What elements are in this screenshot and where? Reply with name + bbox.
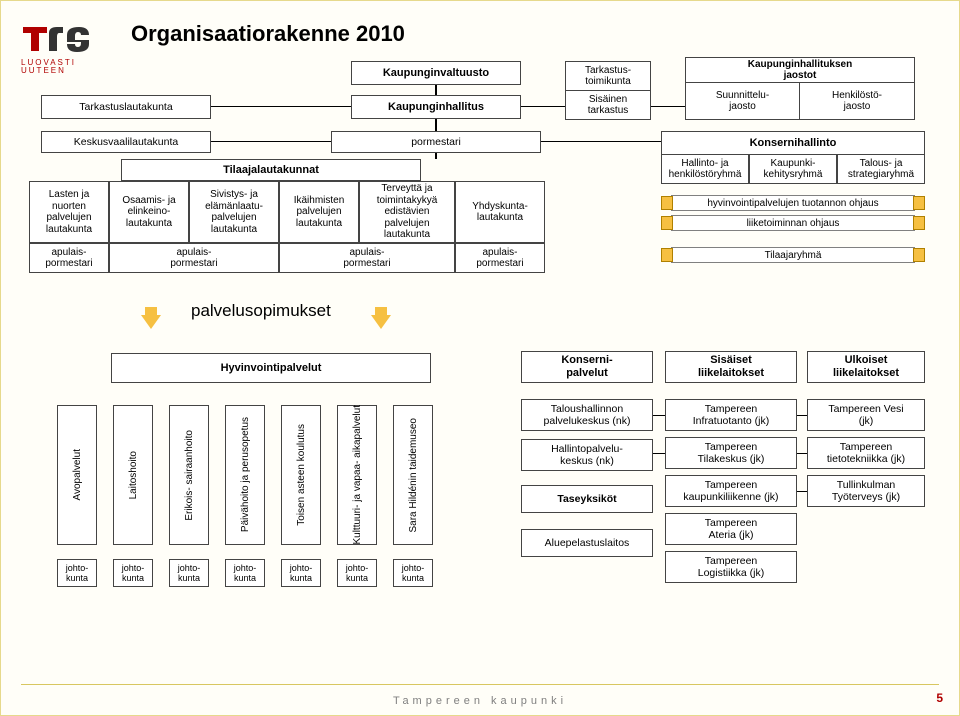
sis-3: Tampereen Ateria (jk) bbox=[665, 513, 797, 545]
tilaaja-col-1: Osaamis- ja elinkeino- lautakunta bbox=[109, 181, 189, 243]
kp-2: Taseyksiköt bbox=[521, 485, 653, 513]
box-tarkastuslautakunta: Tarkastuslautakunta bbox=[41, 95, 211, 119]
band-liike: liiketoiminnan ohjaus bbox=[671, 215, 915, 231]
label-palvelusopimukset: palvelusopimukset bbox=[191, 301, 331, 321]
box-konsernipalv: Konserni- palvelut bbox=[521, 351, 653, 383]
jk-6: johto- kunta bbox=[393, 559, 433, 587]
box-ryhma-2: Talous- ja strategiaryhmä bbox=[837, 154, 925, 184]
box-sisainen: Sisäinen tarkastus bbox=[565, 90, 651, 120]
box-sisaiset: Sisäiset liikelaitokset bbox=[665, 351, 797, 383]
vcol-5: Kulttuuri- ja vapaa- aikapalvelut bbox=[337, 405, 377, 545]
box-ulkoiset: Ulkoiset liikelaitokset bbox=[807, 351, 925, 383]
vcol-1: Laitoshoito bbox=[113, 405, 153, 545]
page-number: 5 bbox=[936, 691, 943, 705]
box-kaupunginvaltuusto: Kaupunginvaltuusto bbox=[351, 61, 521, 85]
box-suunnittelu: Suunnittelu- jaosto bbox=[685, 82, 800, 120]
jk-3: johto- kunta bbox=[225, 559, 265, 587]
tilaaja-col-4: Terveyttä ja toimintakykyä edistävien pa… bbox=[359, 181, 455, 243]
sis-1: Tampereen Tilakeskus (jk) bbox=[665, 437, 797, 469]
sis-0: Tampereen Infratuotanto (jk) bbox=[665, 399, 797, 431]
tilaaja-col-0: Lasten ja nuorten palvelujen lautakunta bbox=[29, 181, 109, 243]
jk-2: johto- kunta bbox=[169, 559, 209, 587]
ap-3: apulais- pormestari bbox=[455, 243, 545, 273]
tilaaja-col-2: Sivistys- ja elämänlaatu- palvelujen lau… bbox=[189, 181, 279, 243]
vcol-3: Päivähoito ja perusopetus bbox=[225, 405, 265, 545]
arrow-down-icon bbox=[371, 315, 391, 329]
logo-sub: LUOVASTI UUTEEN bbox=[21, 59, 111, 75]
jk-0: johto- kunta bbox=[57, 559, 97, 587]
ap-0: apulais- pormestari bbox=[29, 243, 109, 273]
box-ryhma-1: Kaupunki- kehitysryhmä bbox=[749, 154, 837, 184]
ulk-2: Tullinkulman Työterveys (jk) bbox=[807, 475, 925, 507]
footer: Tampereen kaupunki bbox=[1, 695, 959, 707]
box-ryhma-0: Hallinto- ja henkilöstöryhmä bbox=[661, 154, 749, 184]
sis-2: Tampereen kaupunkiliikenne (jk) bbox=[665, 475, 797, 507]
jk-5: johto- kunta bbox=[337, 559, 377, 587]
box-hyvinvointi: Hyvinvointipalvelut bbox=[111, 353, 431, 383]
ulk-1: Tampereen tietotekniikka (jk) bbox=[807, 437, 925, 469]
kp-0: Taloushallinnon palvelukeskus (nk) bbox=[521, 399, 653, 431]
tilaaja-col-5: Yhdyskunta- lautakunta bbox=[455, 181, 545, 243]
box-jaostot: Kaupunginhallituksen jaostot bbox=[685, 57, 915, 83]
vcol-0: Avopalvelut bbox=[57, 405, 97, 545]
page-title: Organisaatiorakenne 2010 bbox=[131, 21, 405, 47]
ap-1: apulais- pormestari bbox=[109, 243, 279, 273]
divider bbox=[21, 684, 939, 685]
sis-4: Tampereen Logistiikka (jk) bbox=[665, 551, 797, 583]
ulk-0: Tampereen Vesi (jk) bbox=[807, 399, 925, 431]
vcol-2: Erikois- sairaanhoito bbox=[169, 405, 209, 545]
slide: LUOVASTI UUTEEN Organisaatiorakenne 2010… bbox=[0, 0, 960, 716]
tilaaja-col-3: Ikäihmisten palvelujen lautakunta bbox=[279, 181, 359, 243]
box-pormestari: pormestari bbox=[331, 131, 541, 153]
jk-4: johto- kunta bbox=[281, 559, 321, 587]
kp-3: Aluepelastuslaitos bbox=[521, 529, 653, 557]
logo-mark-icon bbox=[21, 19, 99, 59]
logo: LUOVASTI UUTEEN bbox=[21, 19, 111, 75]
band-tilaaja: Tilaajaryhmä bbox=[671, 247, 915, 263]
box-konsernihallinto: Konsernihallinto bbox=[661, 131, 925, 155]
arrow-down-icon bbox=[141, 315, 161, 329]
vcol-4: Toisen asteen koulutus bbox=[281, 405, 321, 545]
band-hyvinvointi: hyvinvointipalvelujen tuotannon ohjaus bbox=[671, 195, 915, 211]
box-tilaaja-header: Tilaajalautakunnat bbox=[121, 159, 421, 181]
jk-1: johto- kunta bbox=[113, 559, 153, 587]
vcol-6: Sara Hildénin taidemuseo bbox=[393, 405, 433, 545]
box-kaupunginhallitus: Kaupunginhallitus bbox=[351, 95, 521, 119]
box-keskusvaali: Keskusvaalilautakunta bbox=[41, 131, 211, 153]
kp-1: Hallintopalvelu- keskus (nk) bbox=[521, 439, 653, 471]
box-henkilosto: Henkilöstö- jaosto bbox=[799, 82, 915, 120]
ap-2: apulais- pormestari bbox=[279, 243, 455, 273]
box-tarkastustoimi: Tarkastus- toimikunta bbox=[565, 61, 651, 91]
